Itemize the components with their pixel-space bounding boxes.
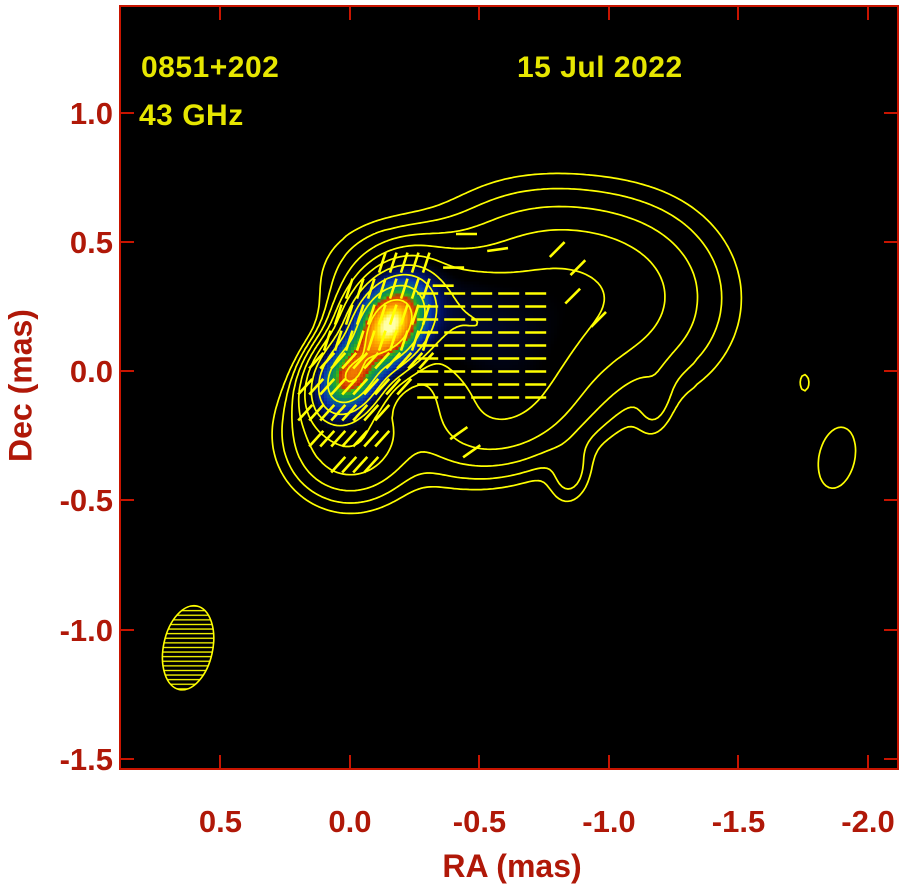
- axis-tick-mark: [737, 7, 740, 20]
- axis-tick-mark: [121, 111, 134, 114]
- x-tick-label: -1.5: [711, 804, 766, 839]
- restoring-beam-ellipse: [161, 604, 215, 691]
- x-tick-label: -2.0: [841, 804, 895, 839]
- x-axis-title: RA (mas): [442, 848, 582, 884]
- axis-tick-mark: [121, 240, 134, 243]
- y-tick-label: 0.5: [69, 224, 113, 260]
- axis-tick-mark: [884, 240, 897, 243]
- axis-tick-mark: [478, 755, 481, 768]
- x-tick-label: 0.5: [198, 804, 242, 839]
- x-tick-label: -0.5: [452, 804, 507, 839]
- plot-area: 0851+202 43 GHz 15 Jul 2022: [119, 5, 899, 770]
- axis-tick-mark: [348, 7, 351, 20]
- x-tick-label: -1.0: [582, 804, 636, 839]
- axis-tick-mark: [866, 7, 869, 20]
- axis-tick-mark: [219, 7, 222, 20]
- axis-tick-mark: [866, 755, 869, 768]
- y-tick-label: 1.0: [69, 95, 113, 131]
- axis-tick-mark: [737, 755, 740, 768]
- axis-tick-mark: [884, 757, 897, 760]
- axis-tick-mark: [121, 757, 134, 760]
- y-tick-label: -1.5: [59, 741, 113, 777]
- axis-tick-mark: [478, 7, 481, 20]
- x-tick-label: 0.0: [328, 804, 372, 839]
- observation-date-label: 15 Jul 2022: [517, 51, 683, 84]
- y-tick-label: -1.0: [59, 612, 113, 648]
- axis-tick-mark: [121, 370, 134, 373]
- axis-tick-mark: [884, 628, 897, 631]
- axis-tick-mark: [884, 111, 897, 114]
- axis-tick-mark: [884, 499, 897, 502]
- axis-tick-mark: [607, 7, 610, 20]
- axis-tick-mark: [121, 499, 134, 502]
- y-tick-label: -0.5: [59, 483, 113, 519]
- contour-polarization-overlay: [161, 172, 857, 691]
- intensity-contours: [271, 172, 857, 515]
- axis-tick-mark: [121, 628, 134, 631]
- polarization-sticks: [297, 232, 607, 474]
- intensity-colormap: [121, 7, 897, 768]
- source-name-label: 0851+202: [141, 51, 280, 84]
- axis-tick-mark: [219, 755, 222, 768]
- y-tick-label: 0.0: [69, 354, 113, 390]
- axis-tick-mark: [884, 370, 897, 373]
- axis-tick-mark: [607, 755, 610, 768]
- axis-tick-mark: [348, 755, 351, 768]
- frequency-label: 43 GHz: [139, 99, 244, 132]
